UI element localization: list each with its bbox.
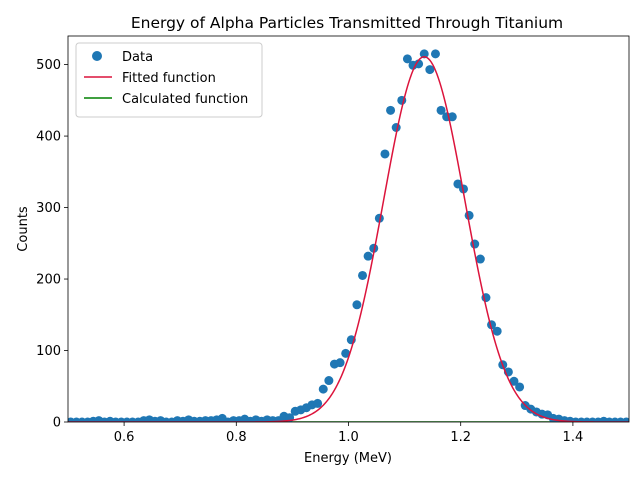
data-point bbox=[515, 382, 525, 392]
x-tick-label: 1.2 bbox=[450, 430, 471, 445]
x-axis-label: Energy (MeV) bbox=[304, 451, 392, 466]
fitted-function-line bbox=[68, 55, 629, 422]
data-point bbox=[425, 65, 435, 75]
data-point bbox=[436, 105, 446, 115]
y-tick-label: 400 bbox=[36, 130, 61, 145]
data-point bbox=[621, 417, 629, 422]
data-point bbox=[509, 376, 519, 386]
legend-label-fitted: Fitted function bbox=[122, 71, 216, 86]
data-point bbox=[313, 398, 323, 408]
chart-title: Energy of Alpha Particles Transmitted Th… bbox=[131, 14, 563, 32]
y-tick-label: 0 bbox=[53, 416, 61, 431]
data-point bbox=[363, 251, 373, 261]
data-point bbox=[352, 300, 362, 310]
data-point bbox=[414, 59, 424, 69]
x-tick-label: 1.4 bbox=[563, 430, 584, 445]
x-tick-label: 1.0 bbox=[338, 430, 359, 445]
data-point bbox=[335, 358, 345, 368]
data-point bbox=[358, 270, 368, 280]
legend: Data Fitted function Calculated function bbox=[75, 42, 263, 118]
x-tick-label: 0.8 bbox=[226, 430, 247, 445]
x-axis: 0.6 0.8 1.0 1.2 1.4 bbox=[114, 422, 583, 445]
data-point bbox=[447, 112, 457, 122]
y-tick-label: 200 bbox=[36, 273, 61, 288]
data-point bbox=[380, 149, 390, 159]
data-point bbox=[492, 326, 502, 336]
x-tick-label: 0.6 bbox=[114, 430, 135, 445]
data-point bbox=[470, 239, 480, 249]
data-point bbox=[475, 254, 485, 264]
legend-label-data: Data bbox=[122, 50, 153, 65]
y-axis: 0 100 200 300 400 500 bbox=[36, 58, 68, 431]
data-point bbox=[374, 213, 384, 223]
data-point bbox=[386, 105, 396, 115]
data-point bbox=[324, 376, 334, 386]
legend-marker-data bbox=[92, 51, 102, 61]
data-point bbox=[318, 384, 328, 394]
y-tick-label: 300 bbox=[36, 201, 61, 216]
data-point bbox=[341, 348, 351, 358]
legend-box bbox=[75, 42, 263, 118]
y-tick-label: 100 bbox=[36, 344, 61, 359]
data-point bbox=[369, 243, 379, 253]
data-point bbox=[402, 54, 412, 64]
data-point bbox=[430, 49, 440, 59]
data-point bbox=[464, 210, 474, 220]
data-point bbox=[419, 49, 429, 59]
y-tick-label: 500 bbox=[36, 58, 61, 73]
y-axis-label: Counts bbox=[16, 206, 31, 252]
legend-label-calculated: Calculated function bbox=[122, 92, 248, 107]
